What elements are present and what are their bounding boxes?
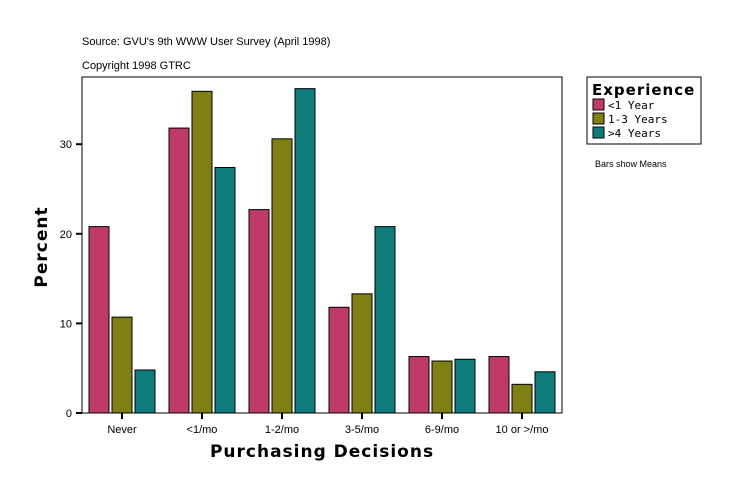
bar xyxy=(294,88,316,414)
bar xyxy=(351,293,373,414)
legend-swatch xyxy=(592,126,605,139)
bar xyxy=(248,209,270,414)
bar xyxy=(271,138,293,414)
bar xyxy=(88,226,110,414)
x-tick-label: 10 or >/mo xyxy=(496,424,549,436)
y-tick-label: 30 xyxy=(60,139,72,151)
y-tick-label: 0 xyxy=(66,408,72,420)
y-tick-label: 20 xyxy=(60,229,72,241)
bar xyxy=(511,383,533,414)
legend-title: Experience xyxy=(592,81,695,99)
chart-subtitle: Copyright 1998 GTRC xyxy=(82,60,191,72)
legend-label: <1 Year xyxy=(608,99,655,112)
x-axis-label: Purchasing Decisions xyxy=(210,442,434,462)
x-tick-label: 3-5/mo xyxy=(345,424,379,436)
bar xyxy=(134,369,156,414)
plot-area xyxy=(81,76,563,414)
x-tick-label: Never xyxy=(107,424,137,436)
y-tick-label: 10 xyxy=(60,318,72,330)
x-tick-label: 6-9/mo xyxy=(425,424,459,436)
legend-label: 1-3 Years xyxy=(608,113,668,126)
bar xyxy=(374,226,396,414)
bar xyxy=(168,127,190,414)
bar xyxy=(408,356,430,414)
legend-box xyxy=(586,76,702,145)
bar xyxy=(431,360,453,414)
x-tick-label: <1/mo xyxy=(187,424,218,436)
legend-swatch xyxy=(592,112,605,125)
bar xyxy=(214,166,236,414)
x-tick-label: 1-2/mo xyxy=(265,424,299,436)
bar xyxy=(488,356,510,414)
bar xyxy=(454,358,476,414)
bar xyxy=(191,90,213,414)
bar xyxy=(328,306,350,414)
chart-note: Bars show Means xyxy=(595,159,667,169)
legend-label: >4 Years xyxy=(608,127,661,140)
legend-swatch xyxy=(592,98,605,111)
bar xyxy=(534,371,556,414)
chart-title: Source: GVU's 9th WWW User Survey (April… xyxy=(82,36,330,48)
y-axis-label: Percent xyxy=(32,206,52,287)
bar xyxy=(111,316,133,414)
